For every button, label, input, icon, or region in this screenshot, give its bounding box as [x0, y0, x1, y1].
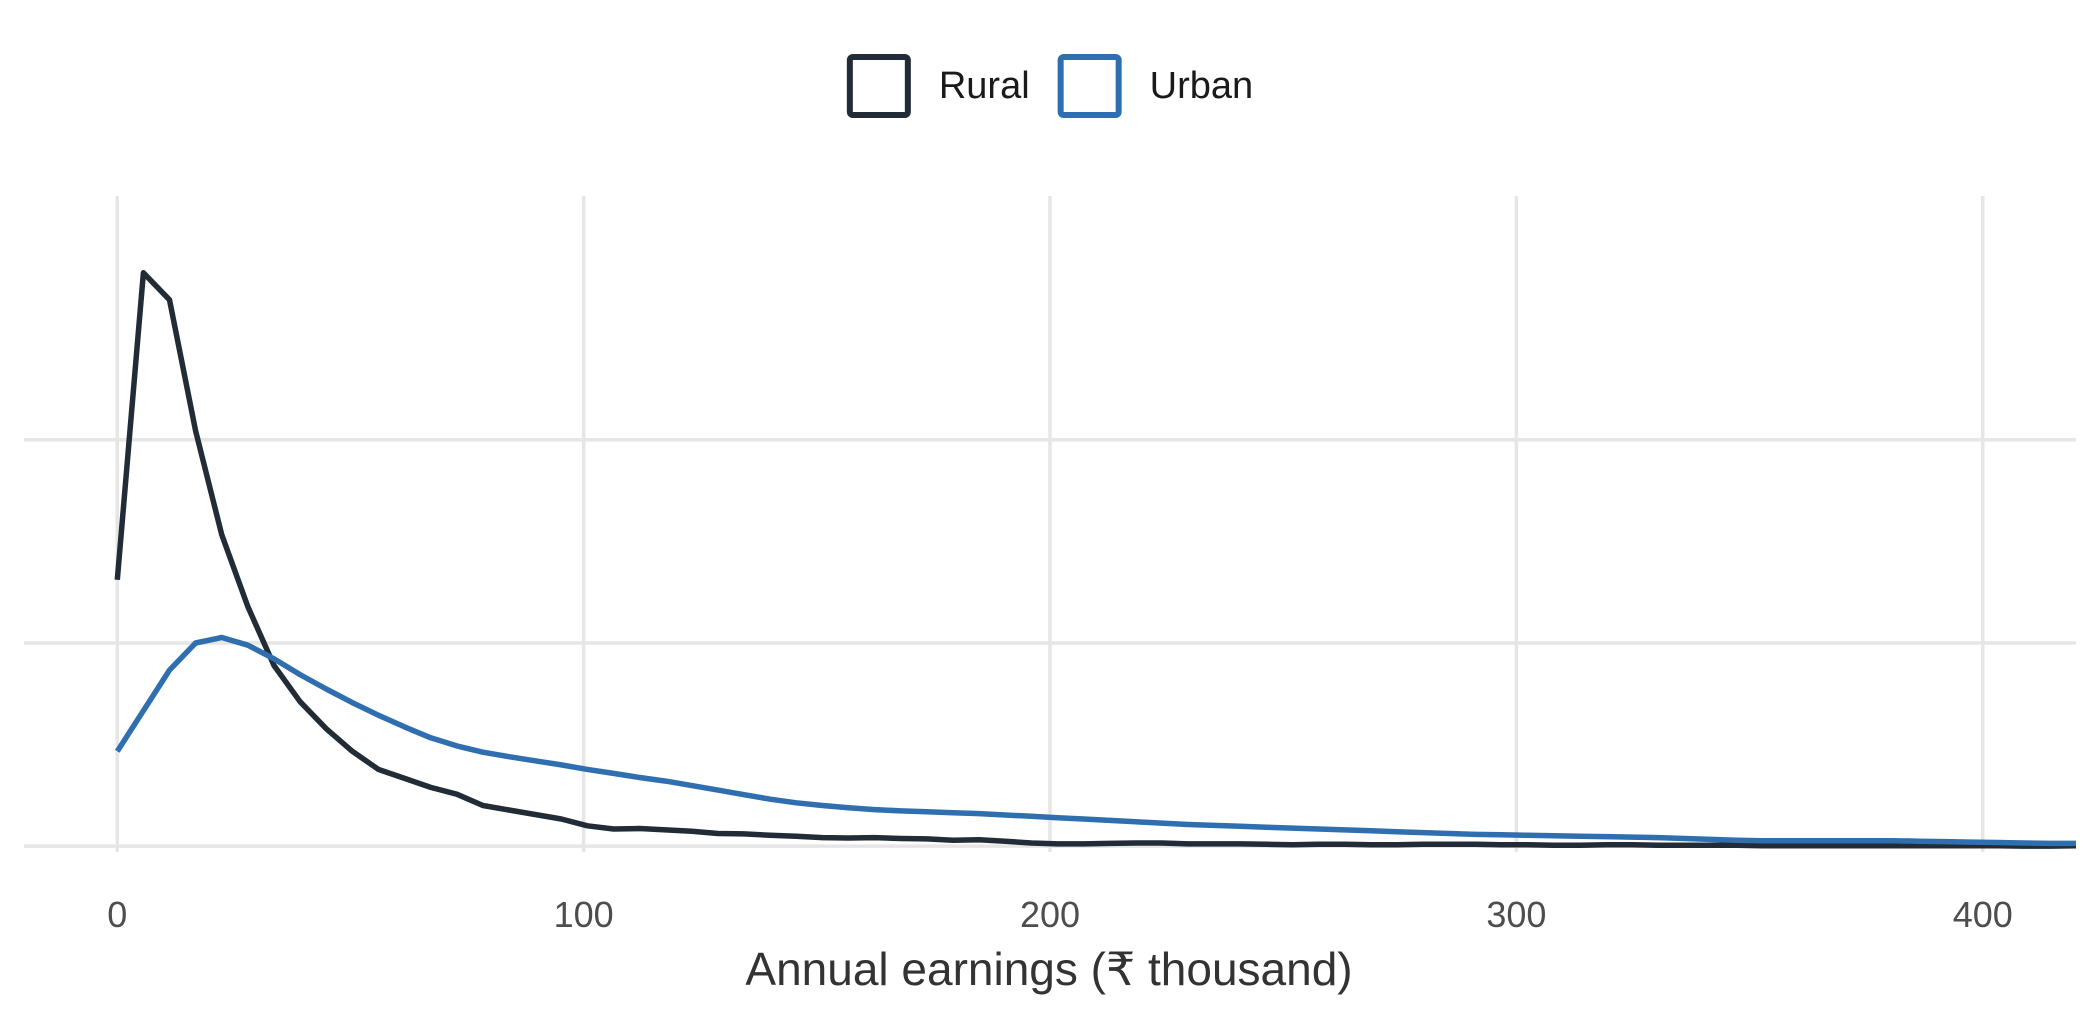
x-axis-title: Annual earnings (₹ thousand): [745, 943, 1352, 995]
x-tick-label-300: 300: [1486, 894, 1546, 935]
legend-key-urban: [1057, 54, 1122, 118]
x-tick-label-400: 400: [1953, 894, 2013, 935]
legend-item-urban: Urban: [1057, 54, 1254, 118]
x-tick-label-100: 100: [554, 894, 614, 935]
legend-item-rural: Rural: [846, 54, 1030, 118]
series-lines: [114, 270, 2077, 849]
x-tick-label-200: 200: [1020, 894, 1080, 935]
legend-label-rural: Rural: [939, 65, 1030, 107]
series-line-rural: [114, 270, 2077, 849]
x-axis-ticks: 0 100 200 300 400: [107, 894, 2013, 935]
grid: [24, 196, 2076, 852]
legend-key-rural: [846, 54, 911, 118]
x-tick-label-0: 0: [107, 894, 127, 935]
legend: Rural Urban: [846, 54, 1254, 118]
legend-label-urban: Urban: [1150, 65, 1254, 107]
series-line-urban: [114, 634, 2076, 847]
